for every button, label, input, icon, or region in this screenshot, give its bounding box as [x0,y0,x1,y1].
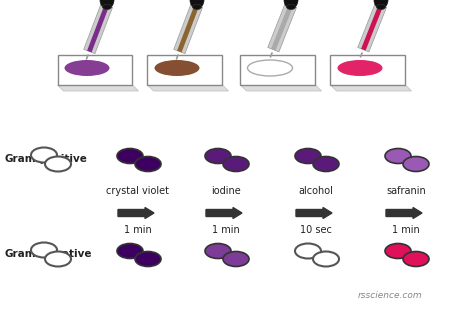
FancyArrow shape [118,207,154,218]
Ellipse shape [403,157,429,172]
Text: 1 min: 1 min [392,225,420,235]
Polygon shape [177,4,199,52]
Polygon shape [84,3,113,54]
FancyArrow shape [206,207,242,218]
Ellipse shape [117,149,143,163]
Ellipse shape [374,0,388,8]
Ellipse shape [192,5,201,9]
Ellipse shape [117,244,143,258]
Polygon shape [358,3,387,52]
Ellipse shape [102,5,111,9]
Ellipse shape [295,149,321,163]
FancyBboxPatch shape [57,55,133,85]
Ellipse shape [385,244,411,258]
Text: Gram-positive: Gram-positive [4,154,87,164]
Ellipse shape [31,148,57,162]
Ellipse shape [223,157,249,172]
Ellipse shape [223,252,249,266]
Polygon shape [87,4,109,52]
Ellipse shape [155,60,200,76]
Ellipse shape [205,244,231,258]
Ellipse shape [376,5,385,9]
Ellipse shape [45,252,71,266]
Ellipse shape [295,244,321,258]
Polygon shape [57,85,138,91]
Ellipse shape [64,60,109,76]
Ellipse shape [313,252,339,266]
Polygon shape [271,4,293,50]
FancyArrow shape [386,207,422,218]
FancyBboxPatch shape [240,55,316,85]
Polygon shape [240,85,321,91]
Text: alcohol: alcohol [299,186,333,196]
Text: iodine: iodine [211,186,241,196]
Ellipse shape [45,157,71,172]
FancyBboxPatch shape [147,55,222,85]
Ellipse shape [286,5,295,9]
Text: 10 sec: 10 sec [300,225,332,235]
Ellipse shape [135,157,161,172]
Ellipse shape [403,252,429,266]
Text: crystal violet: crystal violet [107,186,170,196]
Polygon shape [174,3,202,54]
Ellipse shape [385,149,411,163]
Ellipse shape [190,0,204,8]
Text: rsscience.com: rsscience.com [358,290,422,299]
Ellipse shape [313,157,339,172]
Text: safranin: safranin [386,186,426,196]
Polygon shape [330,85,411,91]
Text: 1 min: 1 min [212,225,240,235]
FancyArrow shape [296,207,332,218]
Ellipse shape [284,0,298,8]
Polygon shape [147,85,228,91]
Ellipse shape [205,149,231,163]
Text: 1 min: 1 min [124,225,152,235]
FancyBboxPatch shape [330,55,405,85]
Ellipse shape [337,60,383,76]
Ellipse shape [31,243,57,257]
Ellipse shape [135,252,161,266]
Ellipse shape [100,0,114,8]
Polygon shape [268,3,297,52]
Ellipse shape [247,60,292,76]
Polygon shape [361,4,383,50]
Text: Gram-negative: Gram-negative [4,249,91,259]
